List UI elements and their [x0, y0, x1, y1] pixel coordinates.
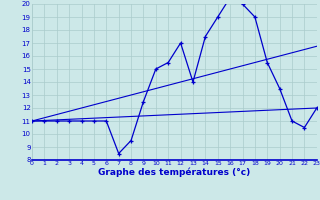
- X-axis label: Graphe des températures (°c): Graphe des températures (°c): [98, 168, 251, 177]
